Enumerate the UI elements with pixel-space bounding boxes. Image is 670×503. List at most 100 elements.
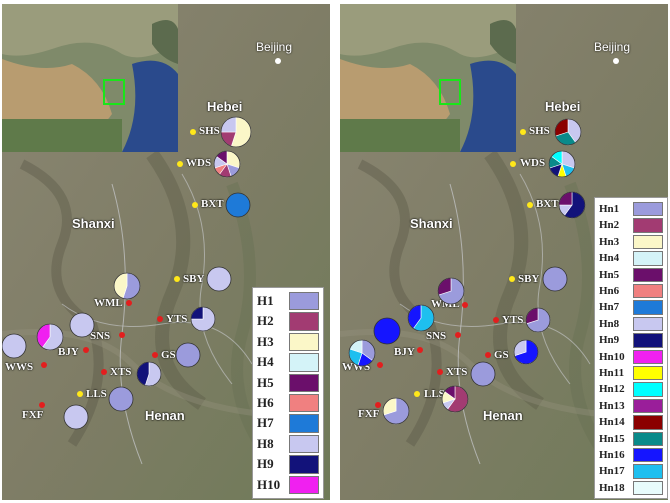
site-label-xts: XTS	[110, 366, 132, 378]
legend-label: H2	[257, 313, 274, 329]
legend-swatch	[633, 366, 663, 381]
legend-row: H5	[253, 373, 323, 393]
legend-label: Hn6	[599, 285, 620, 297]
legend-swatch	[633, 349, 663, 364]
legend-row: Hn7	[595, 299, 667, 315]
pie-chart-xts	[136, 361, 162, 387]
site-dot-shs	[190, 129, 196, 135]
legend-swatch	[633, 398, 663, 414]
legend-label: H5	[257, 374, 274, 390]
site-dot-bjy	[83, 347, 89, 353]
pie-slice	[69, 312, 95, 338]
legend-swatch	[289, 394, 319, 413]
legend-swatch	[289, 292, 319, 311]
pie-rim	[382, 397, 410, 425]
legend-label: Hn14	[599, 416, 625, 429]
site-label-bxt: BXT	[201, 198, 224, 210]
site-label-wds: WDS	[520, 157, 546, 169]
legend-swatch	[633, 431, 663, 446]
site-dot-fxf	[39, 402, 45, 408]
pie-chart-wds	[213, 150, 241, 178]
pie-slice	[108, 386, 134, 412]
legend-row: H4	[253, 352, 323, 372]
legend-label: Hn11	[599, 367, 625, 379]
site-dot-bxt	[192, 202, 198, 208]
legend-label: Hn5	[599, 268, 620, 281]
map-panel-right: Beijing Hebei Shanxi Henan SHS WDS BXT SBY W…	[340, 4, 668, 500]
haplotype-legend-right: Hn1 Hn2 Hn3 Hn4 Hn5 Hn6 Hn7 Hn8 Hn9 Hn10 Hn11 Hn12 H…	[594, 197, 668, 499]
legend-swatch	[633, 267, 663, 282]
legend-swatch	[289, 332, 319, 352]
legend-label: H3	[257, 333, 274, 349]
site-dot-wds	[510, 161, 516, 167]
legend-label: H9	[257, 456, 274, 472]
legend-row: H2	[253, 311, 323, 331]
legend-label: Hn18	[599, 481, 625, 494]
legend-swatch	[289, 455, 319, 474]
legend-label: Hn12	[599, 383, 625, 396]
site-label-sns: SNS	[90, 330, 111, 342]
legend-swatch	[633, 333, 663, 348]
site-dot-xts	[101, 369, 107, 375]
legend-swatch	[633, 218, 663, 233]
legend-swatch	[633, 316, 663, 332]
pie-chart-shs	[554, 118, 582, 146]
pie-slice	[373, 317, 401, 345]
legend-swatch	[289, 312, 319, 331]
pie-rim	[113, 272, 141, 300]
site-label-bjy: BJY	[394, 346, 415, 358]
legend-row: Hn13	[595, 398, 667, 414]
legend-label: Hn17	[599, 465, 625, 478]
legend-label: H6	[257, 395, 274, 410]
pie-rim	[348, 339, 376, 367]
site-dot-sns	[455, 332, 461, 338]
legend-row: H8	[253, 434, 323, 454]
pie-rim	[441, 385, 469, 413]
legend-swatch	[289, 353, 319, 372]
legend-swatch	[633, 480, 663, 496]
legend-swatch	[633, 234, 663, 250]
pie-rim	[513, 339, 539, 365]
legend-swatch	[289, 373, 319, 392]
legend-row: Hn16	[595, 447, 667, 463]
pie-rim	[190, 306, 216, 332]
legend-label: H7	[257, 415, 274, 431]
legend-label: Hn2	[599, 219, 620, 232]
pie-chart-sns	[69, 312, 95, 338]
site-label-lls: LLS	[86, 388, 107, 400]
site-label-bjy: BJY	[58, 346, 79, 358]
satellite-map-left	[2, 4, 330, 500]
legend-label: Hn8	[599, 317, 620, 330]
site-label-fxf: FXF	[358, 408, 380, 420]
haplotype-legend-left: H1 H2 H3 H4 H5 H6 H7 H8 H9 H10	[252, 287, 324, 499]
legend-row: Hn4	[595, 250, 667, 266]
pie-chart-gs	[175, 342, 201, 368]
legend-swatch	[289, 414, 319, 433]
site-dot-wml	[126, 300, 132, 306]
site-dot-yts	[493, 317, 499, 323]
pie-chart-wml	[437, 277, 465, 305]
site-label-gs: GS	[161, 349, 176, 361]
pie-chart-sby	[206, 266, 232, 292]
legend-row: Hn15	[595, 431, 667, 447]
legend-swatch	[633, 464, 663, 479]
site-label-bxt: BXT	[536, 198, 559, 210]
pie-chart-bxt	[558, 191, 586, 219]
legend-row: H7	[253, 413, 323, 433]
region-label-shanxi: Shanxi	[72, 216, 115, 231]
pie-chart-gs	[513, 339, 539, 365]
legend-label: Hn15	[599, 432, 625, 445]
site-dot-wws	[41, 362, 47, 368]
map-panel-left: Beijing Hebei Shanxi Henan SHS WDS BXT SBY W…	[2, 4, 330, 500]
pie-rim	[548, 150, 576, 178]
legend-row: H10	[253, 475, 323, 495]
legend-swatch	[633, 448, 663, 463]
legend-row: Hn12	[595, 381, 667, 397]
pie-chart-fxf	[382, 397, 410, 425]
pie-slice	[206, 266, 232, 292]
legend-label: Hn10	[599, 350, 625, 363]
legend-label: Hn13	[599, 399, 625, 412]
site-label-yts: YTS	[502, 314, 524, 326]
pie-rim	[220, 116, 252, 148]
pie-rim	[213, 150, 241, 178]
